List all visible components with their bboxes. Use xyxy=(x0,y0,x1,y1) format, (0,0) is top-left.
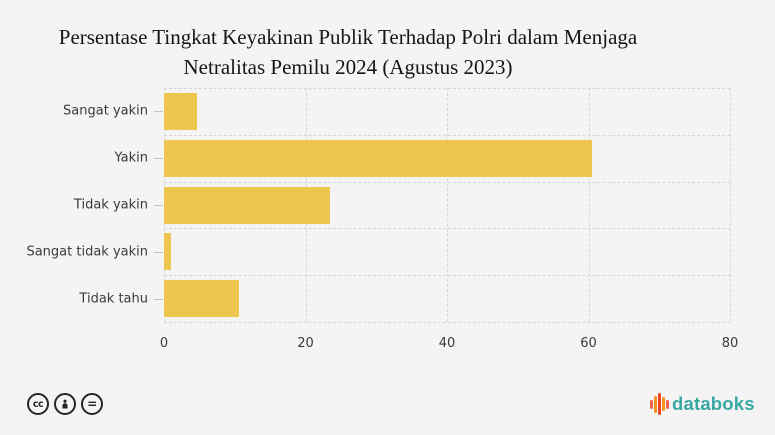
chart-title-line-1: Persentase Tingkat Keyakinan Publik Terh… xyxy=(58,25,638,49)
x-tick-label-60: 60 xyxy=(580,336,597,351)
category-label-sangat-yakin: Sangat yakin xyxy=(63,103,148,119)
attribution-icon[interactable] xyxy=(54,393,76,415)
category-label-sangat-tidak-yakin: Sangat tidak yakin xyxy=(26,244,148,260)
databoks-wordmark: databoks xyxy=(671,393,755,414)
category-tick-sangat-tidak-yakin xyxy=(154,251,163,253)
chart-title: Persentase Tingkat Keyakinan Publik Terh… xyxy=(0,22,696,82)
cc-icon[interactable]: cc xyxy=(27,393,49,415)
bar-sangat-tidak-yakin[interactable] xyxy=(164,233,172,271)
chart-title-line-2: Netralitas Pemilu 2024 (Agustus 2023) xyxy=(183,55,513,79)
x-tick-label-0: 0 xyxy=(159,336,169,351)
bar-tidak-yakin[interactable] xyxy=(164,186,330,224)
bar-yakin[interactable] xyxy=(164,139,593,177)
no-derivatives-icon[interactable]: = xyxy=(81,393,103,415)
plot-area xyxy=(164,88,731,323)
x-tick-label-40: 40 xyxy=(438,336,456,351)
bar-tidak-tahu[interactable] xyxy=(164,280,239,318)
category-tick-yakin xyxy=(154,158,163,160)
category-tick-tidak-tahu xyxy=(154,298,163,300)
category-tick-sangat-yakin xyxy=(154,111,163,113)
databoks-icon-bar xyxy=(658,393,661,415)
category-label-tidak-tahu: Tidak tahu xyxy=(79,291,148,307)
gridline-x-40 xyxy=(447,88,448,322)
databoks-logo-icon xyxy=(650,392,669,416)
databoks-icon-bar xyxy=(650,399,653,409)
databoks-logo[interactable]: databoks xyxy=(650,391,755,417)
category-tick-tidak-yakin xyxy=(154,205,163,206)
gridline-x-80 xyxy=(730,88,731,322)
databoks-icon-bar xyxy=(662,397,665,411)
x-tick-label-80: 80 xyxy=(721,336,739,351)
bar-sangat-yakin[interactable] xyxy=(164,92,197,130)
license-badges: cc = xyxy=(27,393,103,415)
gridline-x-60 xyxy=(588,88,590,322)
databoks-icon-bar xyxy=(666,399,669,409)
gridline-row-5 xyxy=(164,322,730,323)
category-label-tidak-yakin: Tidak yakin xyxy=(73,197,148,213)
databoks-icon-bar xyxy=(654,395,657,413)
category-label-yakin: Yakin xyxy=(114,150,149,166)
x-tick-label-20: 20 xyxy=(297,336,314,351)
